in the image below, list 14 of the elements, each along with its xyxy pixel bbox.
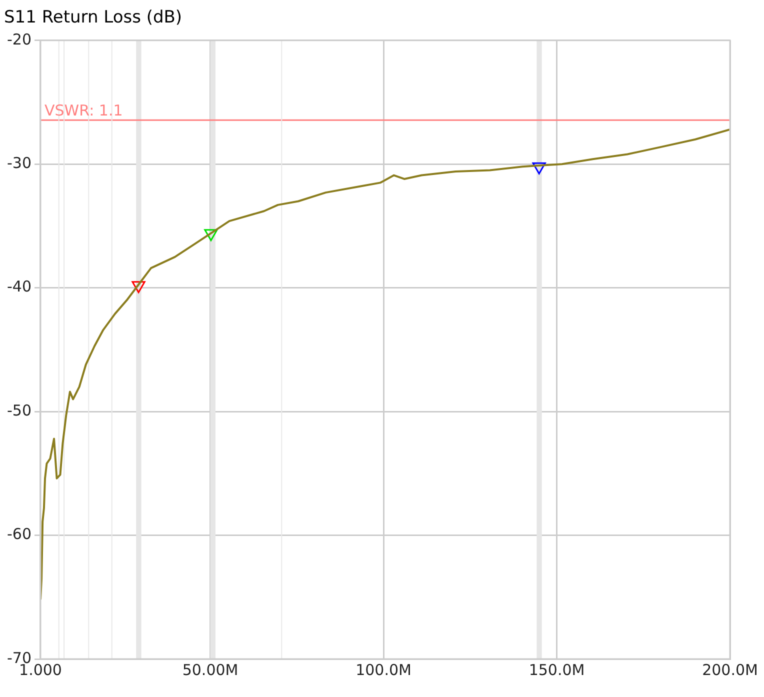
y-tick-label: -60 (7, 525, 32, 544)
x-tick-label: 150.0M (528, 660, 585, 679)
x-tick-label: 50.00M (182, 660, 238, 679)
point (204, 229, 218, 242)
y-tick-label: -30 (7, 154, 32, 172)
x-tick-label: 100.0M (356, 660, 412, 679)
x-tick-label: 200.0M (702, 660, 758, 679)
y-tick-label: -20 (7, 30, 32, 48)
y-tick-label: -50 (7, 401, 32, 420)
point (532, 162, 546, 174)
y-tick-label: -40 (7, 278, 32, 296)
annotation: VSWR: 1.1 (44, 101, 123, 120)
chart-title: S11 Return Loss (dB) (4, 8, 182, 28)
point (132, 281, 146, 294)
